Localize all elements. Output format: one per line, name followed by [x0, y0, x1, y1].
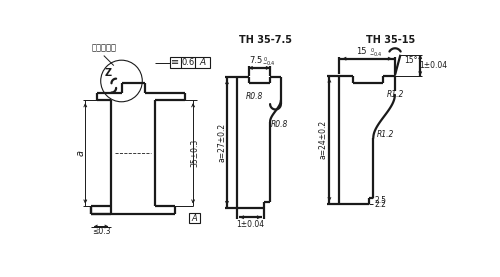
Text: 2.5: 2.5	[375, 196, 387, 205]
Text: 7.5: 7.5	[249, 57, 262, 65]
Text: $^{\ 0}_{-0.4}$: $^{\ 0}_{-0.4}$	[368, 47, 382, 60]
Text: a=27±0.2: a=27±0.2	[217, 123, 226, 162]
Text: TH 35-7.5: TH 35-7.5	[239, 35, 292, 45]
Text: $^{\ 0}_{-0.4}$: $^{\ 0}_{-0.4}$	[262, 56, 276, 69]
Text: Z: Z	[105, 68, 112, 78]
Text: A: A	[200, 58, 205, 67]
Text: A: A	[192, 214, 198, 222]
Text: 15°: 15°	[404, 57, 418, 65]
FancyBboxPatch shape	[170, 57, 210, 68]
Text: a=24±0.2: a=24±0.2	[318, 120, 328, 160]
Text: 边缘无毛刺: 边缘无毛刺	[92, 43, 116, 52]
Text: 15: 15	[356, 47, 366, 56]
Text: TH 35-15: TH 35-15	[366, 35, 416, 45]
Text: R1.2: R1.2	[377, 130, 394, 138]
FancyBboxPatch shape	[190, 213, 200, 224]
Text: R0.8: R0.8	[270, 120, 288, 129]
Text: R0.8: R0.8	[246, 92, 264, 101]
Text: 1±0.04: 1±0.04	[236, 220, 264, 229]
Text: ≤0.3: ≤0.3	[92, 227, 110, 236]
Text: R1.2: R1.2	[387, 90, 404, 99]
Text: 2.2: 2.2	[375, 200, 386, 209]
Text: ≡: ≡	[172, 58, 179, 68]
Text: 35±0.3: 35±0.3	[190, 139, 199, 168]
Text: a: a	[76, 150, 86, 156]
Text: 0.6: 0.6	[181, 58, 194, 67]
Text: 1±0.04: 1±0.04	[420, 61, 448, 70]
